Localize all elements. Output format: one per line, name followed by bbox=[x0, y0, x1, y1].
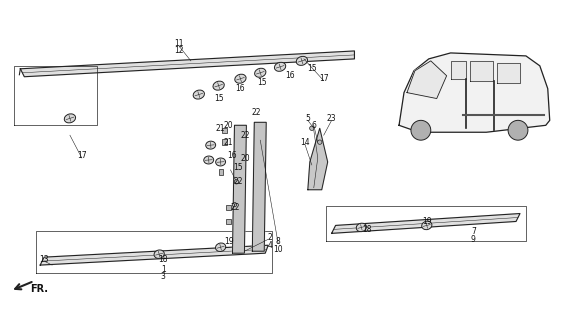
Polygon shape bbox=[308, 128, 328, 190]
Text: 17: 17 bbox=[319, 74, 328, 83]
Text: 16: 16 bbox=[228, 150, 237, 160]
Ellipse shape bbox=[235, 74, 246, 83]
Text: 21: 21 bbox=[224, 138, 233, 147]
Polygon shape bbox=[451, 61, 466, 79]
Polygon shape bbox=[407, 61, 447, 99]
Polygon shape bbox=[470, 61, 493, 81]
Ellipse shape bbox=[213, 81, 224, 90]
Bar bbox=[219, 169, 223, 175]
Text: 22: 22 bbox=[234, 177, 243, 186]
Text: 15: 15 bbox=[258, 78, 267, 87]
Ellipse shape bbox=[216, 243, 226, 252]
Text: 20: 20 bbox=[224, 121, 233, 130]
Text: 17: 17 bbox=[77, 150, 86, 160]
Circle shape bbox=[318, 140, 322, 144]
Text: 15: 15 bbox=[214, 94, 223, 103]
Bar bbox=[223, 128, 227, 133]
Polygon shape bbox=[332, 213, 520, 233]
Circle shape bbox=[233, 203, 237, 207]
Ellipse shape bbox=[64, 114, 75, 123]
Text: 18: 18 bbox=[158, 255, 168, 264]
Circle shape bbox=[411, 120, 431, 140]
Text: 22: 22 bbox=[231, 203, 240, 212]
Text: 19: 19 bbox=[422, 217, 432, 226]
Ellipse shape bbox=[193, 90, 204, 99]
Text: 3: 3 bbox=[161, 272, 165, 282]
Ellipse shape bbox=[154, 250, 164, 259]
Polygon shape bbox=[497, 63, 520, 83]
Text: 16: 16 bbox=[235, 84, 245, 93]
Text: 15: 15 bbox=[234, 164, 243, 172]
Text: 12: 12 bbox=[174, 46, 184, 55]
Ellipse shape bbox=[296, 56, 307, 65]
Text: 7: 7 bbox=[471, 227, 476, 236]
Text: 1: 1 bbox=[161, 265, 165, 274]
Ellipse shape bbox=[422, 221, 432, 230]
Circle shape bbox=[234, 180, 238, 184]
Text: 8: 8 bbox=[276, 237, 281, 246]
Ellipse shape bbox=[356, 223, 367, 232]
Text: 13: 13 bbox=[39, 255, 49, 264]
Text: 5: 5 bbox=[306, 114, 310, 123]
Text: 9: 9 bbox=[471, 235, 476, 244]
Polygon shape bbox=[399, 53, 550, 132]
Ellipse shape bbox=[255, 68, 266, 77]
Polygon shape bbox=[233, 125, 246, 253]
Text: 19: 19 bbox=[224, 237, 233, 246]
Text: FR.: FR. bbox=[30, 284, 48, 294]
Ellipse shape bbox=[206, 141, 216, 149]
Ellipse shape bbox=[216, 158, 226, 166]
Text: 10: 10 bbox=[273, 245, 283, 254]
Polygon shape bbox=[40, 245, 268, 265]
Text: 6: 6 bbox=[311, 121, 316, 130]
Bar bbox=[226, 219, 231, 224]
Text: 16: 16 bbox=[285, 71, 295, 80]
Text: 21: 21 bbox=[216, 124, 226, 133]
Polygon shape bbox=[252, 122, 266, 251]
Bar bbox=[223, 140, 227, 145]
Polygon shape bbox=[20, 51, 354, 77]
Circle shape bbox=[508, 120, 528, 140]
Circle shape bbox=[310, 126, 314, 131]
Ellipse shape bbox=[274, 62, 286, 71]
Text: 15: 15 bbox=[307, 64, 317, 73]
Text: 18: 18 bbox=[362, 225, 372, 234]
Text: 22: 22 bbox=[241, 131, 250, 140]
Text: 14: 14 bbox=[300, 138, 310, 147]
Text: 4: 4 bbox=[268, 241, 273, 250]
Bar bbox=[226, 205, 231, 210]
Text: 20: 20 bbox=[241, 154, 250, 163]
Text: 22: 22 bbox=[252, 108, 261, 117]
Text: 11: 11 bbox=[174, 38, 184, 48]
Text: 2: 2 bbox=[268, 233, 273, 242]
Text: 23: 23 bbox=[327, 114, 336, 123]
Ellipse shape bbox=[204, 156, 213, 164]
